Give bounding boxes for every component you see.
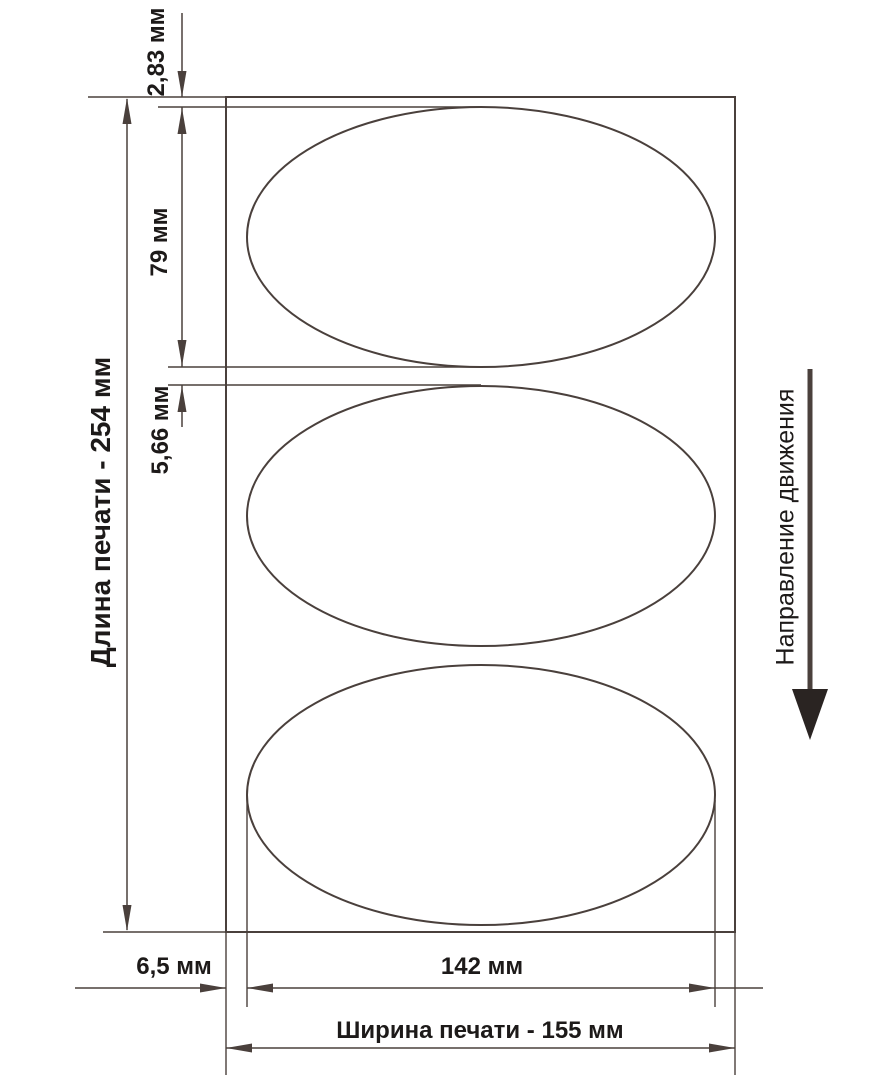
label-ellipse bbox=[246, 106, 716, 368]
label-ellipse bbox=[246, 664, 716, 926]
dim-side-margin: 6,5 мм bbox=[136, 953, 212, 980]
print-area-outline bbox=[225, 96, 736, 933]
down-arrow-icon bbox=[792, 369, 828, 740]
dim-print-width: Ширина печати - 155 мм bbox=[336, 1017, 624, 1044]
extension-lines bbox=[88, 96, 736, 1075]
direction-of-movement-label: Направление движения bbox=[771, 388, 800, 666]
dim-label-gap: 5,66 мм bbox=[147, 385, 174, 475]
label-ellipse bbox=[246, 385, 716, 647]
dim-print-length: Длина печати - 254 мм bbox=[85, 356, 116, 668]
dim-top-offset: 2,83 мм bbox=[143, 7, 170, 97]
dim-label-width: 142 мм bbox=[440, 953, 524, 980]
dimension-arrowheads bbox=[122, 71, 735, 1053]
dim-label-height: 79 мм bbox=[146, 207, 173, 277]
